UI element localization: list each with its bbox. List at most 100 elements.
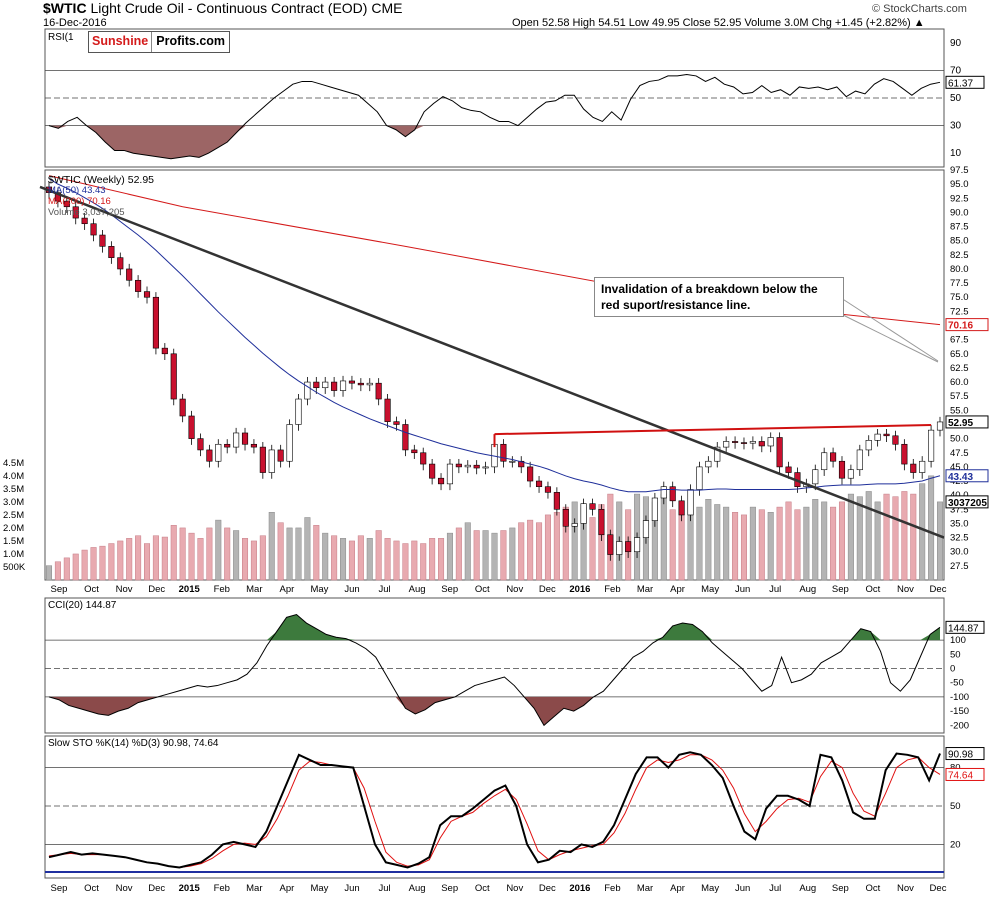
candle-body: [304, 381, 311, 400]
x-axis-label: Nov: [116, 584, 133, 595]
candle-body: [830, 452, 837, 462]
volume-bar: [936, 501, 944, 581]
volume-bar: [509, 527, 516, 581]
x-axis-label: Nov: [506, 584, 523, 595]
price-last-box: [945, 415, 989, 429]
volume-tick-label: 1.5M: [3, 536, 24, 547]
candle-body: [161, 347, 168, 355]
volume-tick-label: 3.5M: [3, 484, 24, 495]
cci-oversold-shade: [49, 696, 940, 726]
volume-bar: [438, 538, 445, 581]
volume-bar: [527, 519, 534, 581]
volume-bar: [348, 540, 355, 581]
x-axis-label: Aug: [409, 584, 426, 595]
candle-body: [660, 486, 667, 499]
volume-bar: [821, 501, 828, 581]
volume-bar: [420, 543, 427, 581]
rsi-tick-label: 30: [950, 121, 962, 132]
x-axis-label-bottom: Sep: [832, 883, 849, 894]
volume-tick-label: 500K: [3, 562, 26, 573]
x-axis-label-bottom: May: [310, 883, 328, 894]
candle-body: [322, 381, 329, 389]
stoch-k-box: [945, 747, 985, 761]
volume-bar: [446, 532, 453, 581]
candle-body: [776, 437, 783, 468]
x-axis-label: Oct: [84, 584, 99, 595]
candle-body: [63, 200, 70, 208]
candle-body: [126, 268, 133, 281]
candle-body: [625, 541, 632, 553]
volume-tick-label: 1.0M: [3, 549, 24, 560]
x-axis-label-bottom: Jun: [735, 883, 750, 894]
volume-bar: [732, 512, 739, 581]
candle-body: [455, 463, 462, 468]
volume-bar: [928, 475, 935, 581]
volume-bar: [322, 532, 329, 581]
cci-overbought-shade: [49, 614, 940, 641]
x-axis-label-bottom: Feb: [604, 883, 620, 894]
candle-body: [250, 443, 257, 448]
volume-bar: [812, 499, 819, 581]
candle-body: [732, 441, 739, 443]
stoch-legend: Slow STO %K(14) %D(3) 90.98, 74.64: [48, 738, 219, 749]
x-axis-label-bottom: Sep: [441, 883, 458, 894]
volume-tick-label: 2.5M: [3, 510, 24, 521]
volume-bar: [117, 540, 124, 581]
volume-tick-label: 4.0M: [3, 471, 24, 482]
annotation-callout: Invalidation of a breakdown below the re…: [594, 277, 844, 317]
candle-body: [812, 469, 819, 485]
x-axis-label-bottom: Nov: [506, 883, 523, 894]
x-axis-label-bottom: Mar: [246, 883, 262, 894]
candle-body: [642, 520, 650, 538]
candle-body: [634, 537, 641, 553]
volume-bar: [518, 522, 525, 581]
volume-bar: [259, 535, 266, 581]
candle-body: [215, 443, 222, 462]
x-axis-label-bottom: Nov: [897, 883, 914, 894]
candle-body: [152, 296, 159, 349]
price-tick-label: 75.0: [950, 292, 969, 303]
volume-bar: [215, 519, 222, 581]
volume-bar: [340, 538, 347, 581]
x-axis-label: Dec: [539, 584, 556, 595]
volume-bar: [313, 525, 320, 581]
volume-bar: [830, 506, 837, 581]
volume-bar: [749, 506, 756, 581]
ohlc-summary: Open 52.58 High 54.51 Low 49.95 Close 52…: [512, 17, 925, 29]
price-tick-label: 92.5: [950, 193, 969, 204]
candle-body: [402, 424, 409, 451]
candle-body: [928, 429, 935, 462]
candle-body: [313, 381, 320, 389]
x-axis-label: Apr: [670, 584, 685, 595]
copyright: © StockCharts.com: [872, 3, 967, 15]
candle-body: [589, 503, 596, 510]
price-last-label: 52.95: [948, 418, 973, 429]
candle-body: [135, 279, 142, 292]
candle-body: [527, 466, 534, 482]
price-tick-label: 30.0: [950, 547, 969, 558]
volume-bar: [553, 512, 560, 581]
x-axis-label-bottom: Oct: [865, 883, 880, 894]
price-last-box: [945, 318, 989, 332]
candle-body: [393, 421, 400, 425]
candle-body: [571, 523, 578, 527]
cci-tick-label: -200: [950, 720, 969, 731]
volume-bar: [179, 527, 186, 581]
price-tick-label: 80.0: [950, 264, 969, 275]
candle-body: [749, 441, 756, 444]
candle-body: [892, 435, 899, 445]
volume-bar: [464, 522, 471, 581]
candle-body: [651, 497, 658, 521]
volume-bar: [536, 522, 543, 581]
volume-bar: [161, 536, 168, 581]
candle-body: [170, 353, 177, 400]
candle-body: [856, 449, 863, 471]
chart-date: 16-Dec-2016: [43, 17, 107, 29]
volume-bar: [331, 535, 338, 581]
candle-body: [277, 449, 284, 462]
x-axis-label: Mar: [637, 584, 653, 595]
candle-body: [375, 382, 382, 400]
volume-bar: [758, 509, 765, 581]
price-legend-ma50: MA(50) 43.43: [48, 185, 106, 196]
cci-last-label: 144.87: [948, 623, 979, 634]
